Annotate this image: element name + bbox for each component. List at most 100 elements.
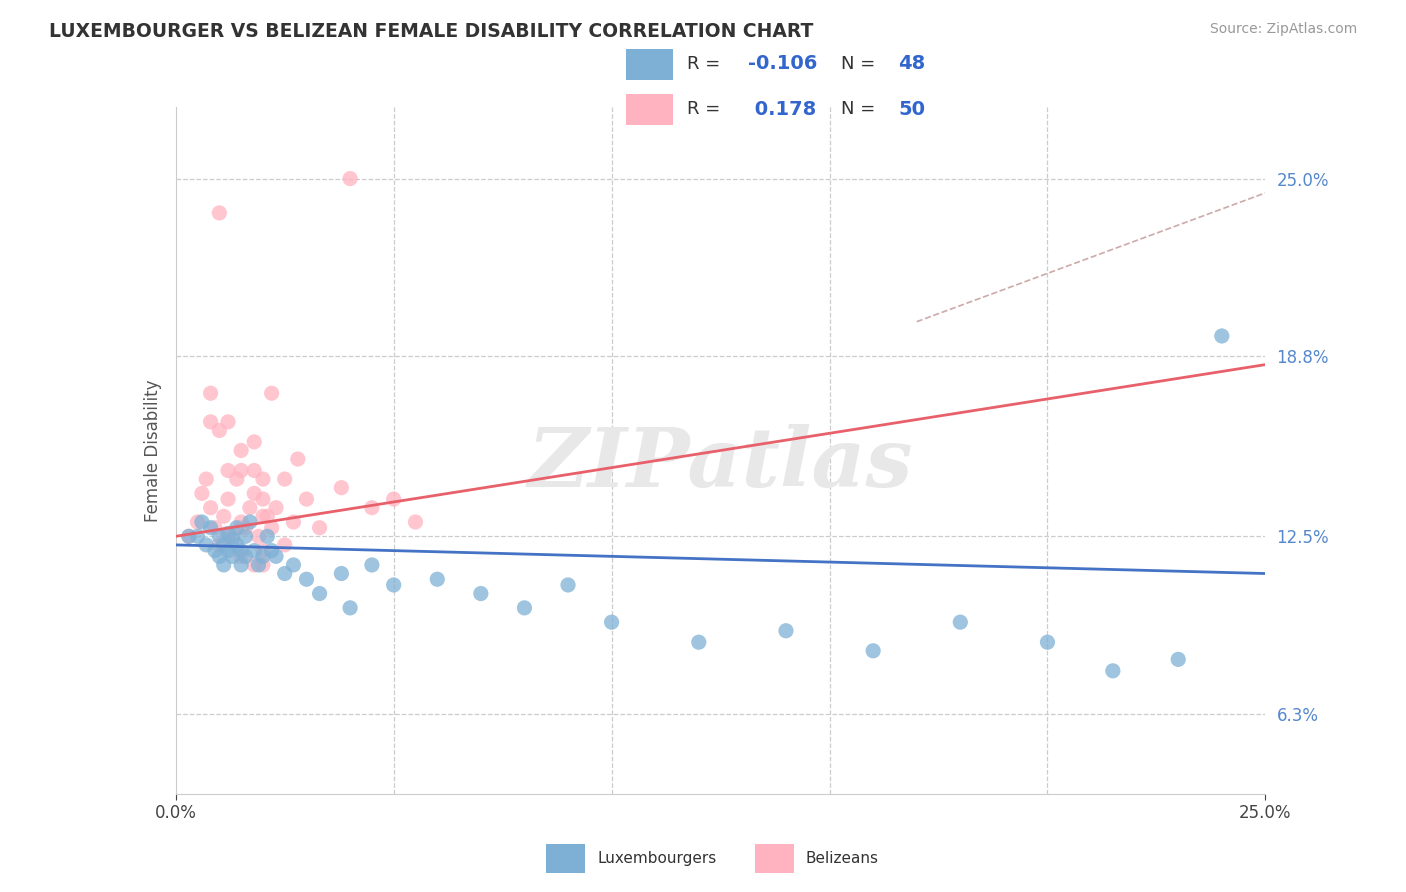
Text: N =: N = [841, 100, 882, 118]
Point [217, 526, 239, 541]
Point [247, 558, 270, 572]
Text: 0.178: 0.178 [748, 100, 815, 119]
Point [339, 600, 361, 615]
Point [260, 543, 283, 558]
Point [235, 521, 257, 535]
Point [221, 529, 243, 543]
Point [225, 538, 247, 552]
Point [231, 558, 253, 572]
Point [1211, 329, 1233, 343]
Point [200, 415, 222, 429]
Point [360, 558, 382, 572]
Point [1102, 664, 1125, 678]
Point [208, 549, 231, 564]
Point [208, 206, 231, 220]
Text: N =: N = [841, 55, 882, 73]
Text: 48: 48 [898, 54, 925, 73]
Point [221, 549, 243, 564]
Text: LUXEMBOURGER VS BELIZEAN FEMALE DISABILITY CORRELATION CHART: LUXEMBOURGER VS BELIZEAN FEMALE DISABILI… [49, 22, 814, 41]
Point [217, 415, 239, 429]
Point [256, 529, 278, 543]
Point [191, 515, 214, 529]
Point [274, 538, 297, 552]
FancyBboxPatch shape [546, 844, 585, 873]
Point [252, 492, 274, 507]
Point [235, 549, 257, 564]
Point [212, 558, 235, 572]
Point [221, 532, 243, 546]
Point [295, 492, 318, 507]
Text: R =: R = [688, 55, 725, 73]
FancyBboxPatch shape [626, 95, 672, 125]
Point [252, 472, 274, 486]
Point [775, 624, 797, 638]
Point [283, 558, 305, 572]
Point [243, 463, 266, 477]
Point [204, 543, 226, 558]
Point [260, 386, 283, 401]
Point [186, 515, 209, 529]
Point [308, 521, 330, 535]
Point [330, 566, 353, 581]
Point [287, 452, 309, 467]
Point [688, 635, 710, 649]
Point [949, 615, 972, 630]
Point [217, 492, 239, 507]
Point [382, 578, 405, 592]
FancyBboxPatch shape [755, 844, 794, 873]
Point [200, 521, 222, 535]
Point [208, 529, 231, 543]
Point [405, 515, 427, 529]
Text: Belizeans: Belizeans [806, 851, 879, 866]
Point [308, 586, 330, 600]
Point [513, 600, 536, 615]
Point [1036, 635, 1059, 649]
Point [243, 543, 266, 558]
Point [212, 509, 235, 524]
Point [862, 644, 884, 658]
Point [243, 558, 266, 572]
Point [200, 386, 222, 401]
Point [177, 529, 200, 543]
Point [295, 572, 318, 586]
Text: Source: ZipAtlas.com: Source: ZipAtlas.com [1209, 22, 1357, 37]
Y-axis label: Female Disability: Female Disability [143, 379, 162, 522]
Point [239, 515, 262, 529]
Point [239, 500, 262, 515]
Point [212, 538, 235, 552]
Point [382, 492, 405, 507]
Point [274, 472, 297, 486]
Point [330, 481, 353, 495]
Text: R =: R = [688, 100, 725, 118]
Point [200, 500, 222, 515]
Point [243, 486, 266, 500]
Point [186, 529, 209, 543]
Point [283, 515, 305, 529]
Text: ZIPatlas: ZIPatlas [527, 425, 914, 504]
Point [264, 500, 287, 515]
Point [256, 509, 278, 524]
Point [208, 424, 231, 438]
Point [208, 538, 231, 552]
Point [274, 566, 297, 581]
Point [231, 543, 253, 558]
Point [231, 515, 253, 529]
Point [225, 521, 247, 535]
Point [231, 521, 253, 535]
Point [204, 521, 226, 535]
FancyBboxPatch shape [626, 49, 672, 79]
Point [557, 578, 579, 592]
Point [195, 538, 218, 552]
Point [235, 529, 257, 543]
Text: 50: 50 [898, 100, 925, 119]
Point [191, 486, 214, 500]
Point [247, 529, 270, 543]
Point [252, 543, 274, 558]
Point [195, 472, 218, 486]
Point [231, 549, 253, 564]
Point [252, 558, 274, 572]
Point [470, 586, 492, 600]
Point [177, 529, 200, 543]
Point [217, 463, 239, 477]
Point [426, 572, 449, 586]
